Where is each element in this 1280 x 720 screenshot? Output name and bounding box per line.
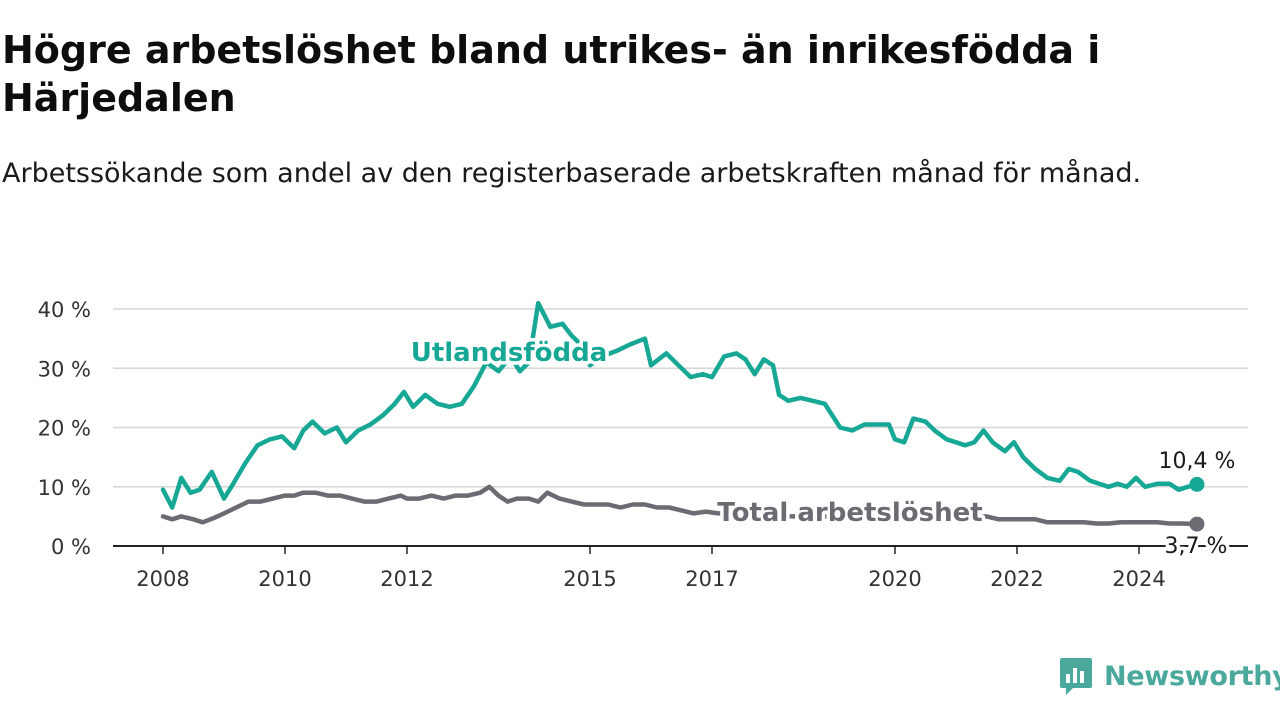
y-tick-label: 10 % xyxy=(38,476,91,500)
series-end-point xyxy=(1189,516,1205,532)
y-tick-label: 20 % xyxy=(38,417,91,441)
y-tick-label: 30 % xyxy=(38,357,91,381)
x-tick-label: 2024 xyxy=(1112,567,1165,591)
x-tick-label: 2012 xyxy=(380,567,433,591)
series-line-total xyxy=(160,484,1200,527)
series-label-total-halo: Total arbetslöshet xyxy=(717,498,982,528)
end-value-utlandsfodda: 10,4 % xyxy=(1159,449,1236,474)
series-line-utlandsfodda xyxy=(160,300,1200,510)
x-tick-label: 2008 xyxy=(136,567,189,591)
x-tick-label: 2020 xyxy=(868,567,921,591)
y-tick-label: 40 % xyxy=(38,298,91,322)
x-tick-label: 2010 xyxy=(258,567,311,591)
brand-name: Newsworthy xyxy=(1104,660,1280,692)
newsworthy-logo-icon xyxy=(1060,658,1092,695)
x-tick-label: 2017 xyxy=(685,567,738,591)
series-label-utlandsfodda: Utlandsfödda xyxy=(411,338,608,368)
series-end-point xyxy=(1189,476,1205,492)
y-tick-label: 0 % xyxy=(51,535,91,559)
newsworthy-brand[interactable]: Newsworthy xyxy=(1058,654,1280,698)
x-tick-label: 2015 xyxy=(563,567,616,591)
line-chart: 0 % 10 % 20 % 30 % 40 % 2008 2010 2012 2015 2017… xyxy=(38,298,1248,591)
end-value-total-halo: 3,7 % xyxy=(1165,534,1228,559)
x-axis-ticks: 2008 2010 2012 2015 2017 2020 2022 2024 xyxy=(136,546,1166,591)
series-lines xyxy=(160,300,1205,532)
y-axis-ticks: 0 % 10 % 20 % 30 % 40 % xyxy=(38,298,91,559)
end-value-total: 3,7 % xyxy=(1165,534,1228,559)
gridlines xyxy=(113,308,1248,547)
x-tick-label: 2022 xyxy=(990,567,1043,591)
chart-subtitle: Arbetssökande som andel av den registerb… xyxy=(2,158,1142,189)
chart-title: Högre arbetslöshet bland utrikes- än inr… xyxy=(2,28,1101,120)
series-label-total: Total arbetslöshet xyxy=(717,498,982,528)
end-value-utlandsfodda-halo: 10,4 % xyxy=(1159,449,1236,474)
series-label-utlandsfodda-halo: Utlandsfödda xyxy=(411,338,608,368)
